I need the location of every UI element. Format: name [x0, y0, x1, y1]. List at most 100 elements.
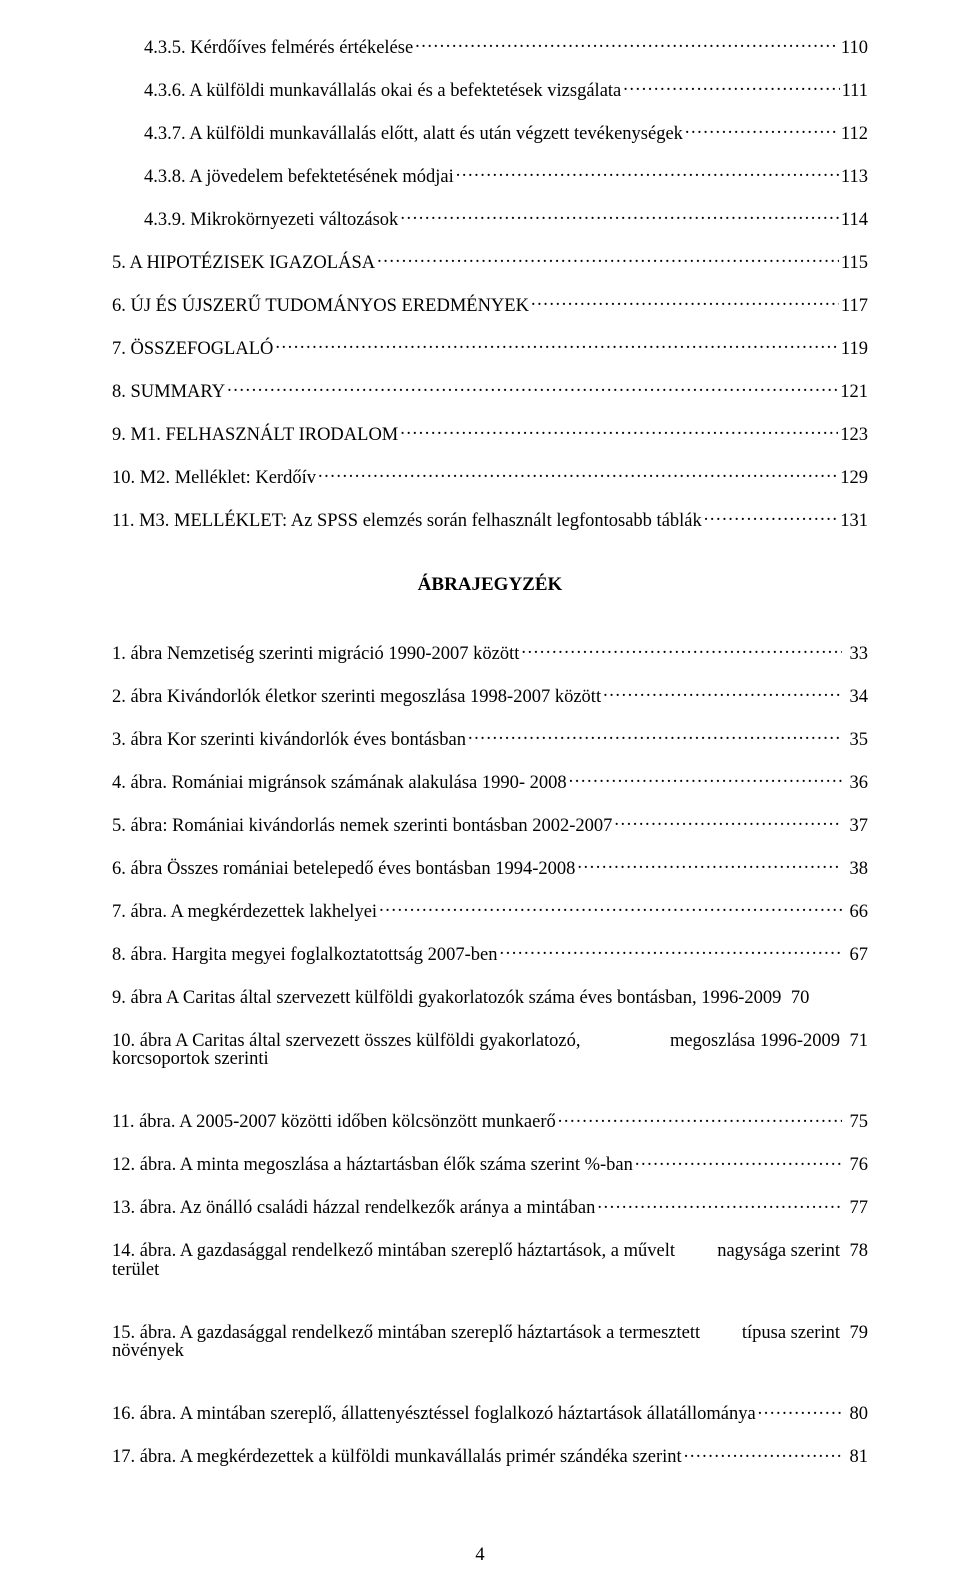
page-number: 4 [0, 1545, 960, 1566]
figure-entry: 7. ábra. A megkérdezettek lakhelyei 66 [112, 898, 868, 921]
figure-page: 70 [785, 989, 809, 1008]
dot-leader [704, 507, 838, 526]
figure-text: 14. ábra. A gazdasággal rendelkező mintá… [112, 1242, 717, 1279]
figure-text: 6. ábra Összes romániai betelepedő éves … [112, 860, 575, 879]
toc-text: 5. A HIPOTÉZISEK IGAZOLÁSA [112, 254, 375, 273]
toc-entry: 4.3.8. A jövedelem befektetésének módjai… [112, 163, 868, 186]
toc-text: 8. SUMMARY [112, 383, 225, 402]
figure-entry: 10. ábra A Caritas által szervezett össz… [112, 1027, 868, 1089]
toc-entry: 4.3.9. Mikrokörnyezeti változások 114 [112, 206, 868, 229]
dot-leader [684, 1444, 842, 1463]
dot-leader [377, 249, 839, 268]
toc-page: 110 [841, 39, 868, 58]
figure-entry: 8. ábra. Hargita megyei foglalkoztatotts… [112, 941, 868, 964]
toc-text: 7. ÖSSZEFOGLALÓ [112, 340, 273, 359]
figure-entry: 9. ábra A Caritas által szervezett külfö… [112, 984, 868, 1007]
dot-leader [415, 34, 839, 53]
toc-entry: 9. M1. FELHASZNÁLT IRODALOM 123 [112, 421, 868, 444]
figure-text-cont: nagysága szerint [717, 1242, 840, 1261]
figure-text: 7. ábra. A megkérdezettek lakhelyei [112, 903, 377, 922]
toc-entry: 8. SUMMARY 121 [112, 378, 868, 401]
figure-page: 33 [844, 645, 868, 664]
toc-page: 111 [842, 82, 868, 101]
figure-page: 78 [844, 1242, 868, 1261]
figure-entry: 1. ábra Nemzetiség szerinti migráció 199… [112, 640, 868, 663]
toc-text: 4.3.7. A külföldi munkavállalás előtt, a… [144, 125, 683, 144]
figure-entry: 4. ábra. Romániai migránsok számának ala… [112, 769, 868, 792]
dot-leader [531, 292, 839, 311]
dot-leader [569, 769, 842, 788]
dot-leader [521, 640, 842, 659]
figure-page: 79 [844, 1324, 868, 1343]
toc-entry: 5. A HIPOTÉZISEK IGAZOLÁSA 115 [112, 249, 868, 272]
figure-page: 77 [844, 1199, 868, 1218]
dot-leader [400, 206, 839, 225]
toc-text: 4.3.6. A külföldi munkavállalás okai és … [144, 82, 621, 101]
figure-page: 38 [844, 860, 868, 879]
toc-text: 11. M3. MELLÉKLET: Az SPSS elemzés során… [112, 512, 702, 531]
toc-text: 4.3.5. Kérdőíves felmérés értékelése [144, 39, 413, 58]
dot-leader [499, 941, 842, 960]
figure-page: 35 [844, 731, 868, 750]
dot-leader [635, 1152, 842, 1171]
dot-leader [400, 421, 838, 440]
figure-text: 1. ábra Nemzetiség szerinti migráció 199… [112, 645, 519, 664]
figure-entry: 11. ábra. A 2005-2007 közötti időben köl… [112, 1109, 868, 1132]
figure-text-cont: megoszlása 1996-2009 [670, 1032, 840, 1051]
toc-section: 4.3.5. Kérdőíves felmérés értékelése 110… [112, 34, 868, 530]
toc-page: 129 [840, 469, 868, 488]
figure-entry: 16. ábra. A mintában szereplő, állatteny… [112, 1401, 868, 1424]
toc-page: 112 [841, 125, 868, 144]
toc-page: 119 [841, 340, 868, 359]
toc-page: 115 [841, 254, 868, 273]
figure-text: 4. ábra. Romániai migránsok számának ala… [112, 774, 567, 793]
figure-text: 12. ábra. A minta megoszlása a háztartás… [112, 1156, 633, 1175]
toc-entry: 4.3.7. A külföldi munkavállalás előtt, a… [112, 120, 868, 143]
toc-page: 117 [841, 297, 868, 316]
figure-text: 8. ábra. Hargita megyei foglalkoztatotts… [112, 946, 497, 965]
figure-text: 3. ábra Kor szerinti kivándorlók éves bo… [112, 731, 466, 750]
figures-section: 1. ábra Nemzetiség szerinti migráció 199… [112, 640, 868, 1467]
toc-entry: 4.3.5. Kérdőíves felmérés értékelése 110 [112, 34, 868, 57]
dot-leader [758, 1401, 842, 1420]
figure-page: 76 [844, 1156, 868, 1175]
figure-text: 15. ábra. A gazdasággal rendelkező mintá… [112, 1324, 742, 1361]
dot-leader [623, 77, 839, 96]
dot-leader [275, 335, 839, 354]
toc-entry: 10. M2. Melléklet: Kerdőív 129 [112, 464, 868, 487]
dot-leader [456, 163, 839, 182]
toc-page: 123 [840, 426, 868, 445]
dot-leader [603, 683, 842, 702]
toc-entry: 4.3.6. A külföldi munkavállalás okai és … [112, 77, 868, 100]
figure-page: 71 [844, 1032, 868, 1051]
figure-entry: 17. ábra. A megkérdezettek a külföldi mu… [112, 1444, 868, 1467]
figure-text: 11. ábra. A 2005-2007 közötti időben köl… [112, 1113, 556, 1132]
toc-entry: 6. ÚJ ÉS ÚJSZERŰ TUDOMÁNYOS EREDMÉNYEK 1… [112, 292, 868, 315]
toc-entry: 11. M3. MELLÉKLET: Az SPSS elemzés során… [112, 507, 868, 530]
figure-text: 5. ábra: Romániai kivándorlás nemek szer… [112, 817, 612, 836]
figure-page: 66 [844, 903, 868, 922]
dot-leader [685, 120, 839, 139]
toc-page: 114 [841, 211, 868, 230]
toc-entry: 7. ÖSSZEFOGLALÓ 119 [112, 335, 868, 358]
figure-page: 37 [844, 817, 868, 836]
figure-page: 75 [844, 1113, 868, 1132]
dot-leader [379, 898, 842, 917]
figure-entry: 12. ábra. A minta megoszlása a háztartás… [112, 1152, 868, 1175]
figure-entry: 2. ábra Kivándorlók életkor szerinti meg… [112, 683, 868, 706]
figure-page: 81 [844, 1448, 868, 1467]
toc-text: 9. M1. FELHASZNÁLT IRODALOM [112, 426, 398, 445]
dot-leader [597, 1195, 842, 1214]
figure-text: 10. ábra A Caritas által szervezett össz… [112, 1032, 670, 1069]
figures-heading: ÁBRAJEGYZÉK [112, 574, 868, 596]
figure-text: 9. ábra A Caritas által szervezett külfö… [112, 989, 781, 1008]
dot-leader [227, 378, 838, 397]
figure-text: 13. ábra. Az önálló családi házzal rende… [112, 1199, 595, 1218]
toc-page: 131 [840, 512, 868, 531]
figure-entry: 14. ábra. A gazdasággal rendelkező mintá… [112, 1238, 868, 1300]
figure-text: 2. ábra Kivándorlók életkor szerinti meg… [112, 688, 601, 707]
dot-leader [318, 464, 838, 483]
page: 4.3.5. Kérdőíves felmérés értékelése 110… [0, 0, 960, 1596]
toc-text: 6. ÚJ ÉS ÚJSZERŰ TUDOMÁNYOS EREDMÉNYEK [112, 297, 529, 316]
figure-page: 80 [844, 1405, 868, 1424]
